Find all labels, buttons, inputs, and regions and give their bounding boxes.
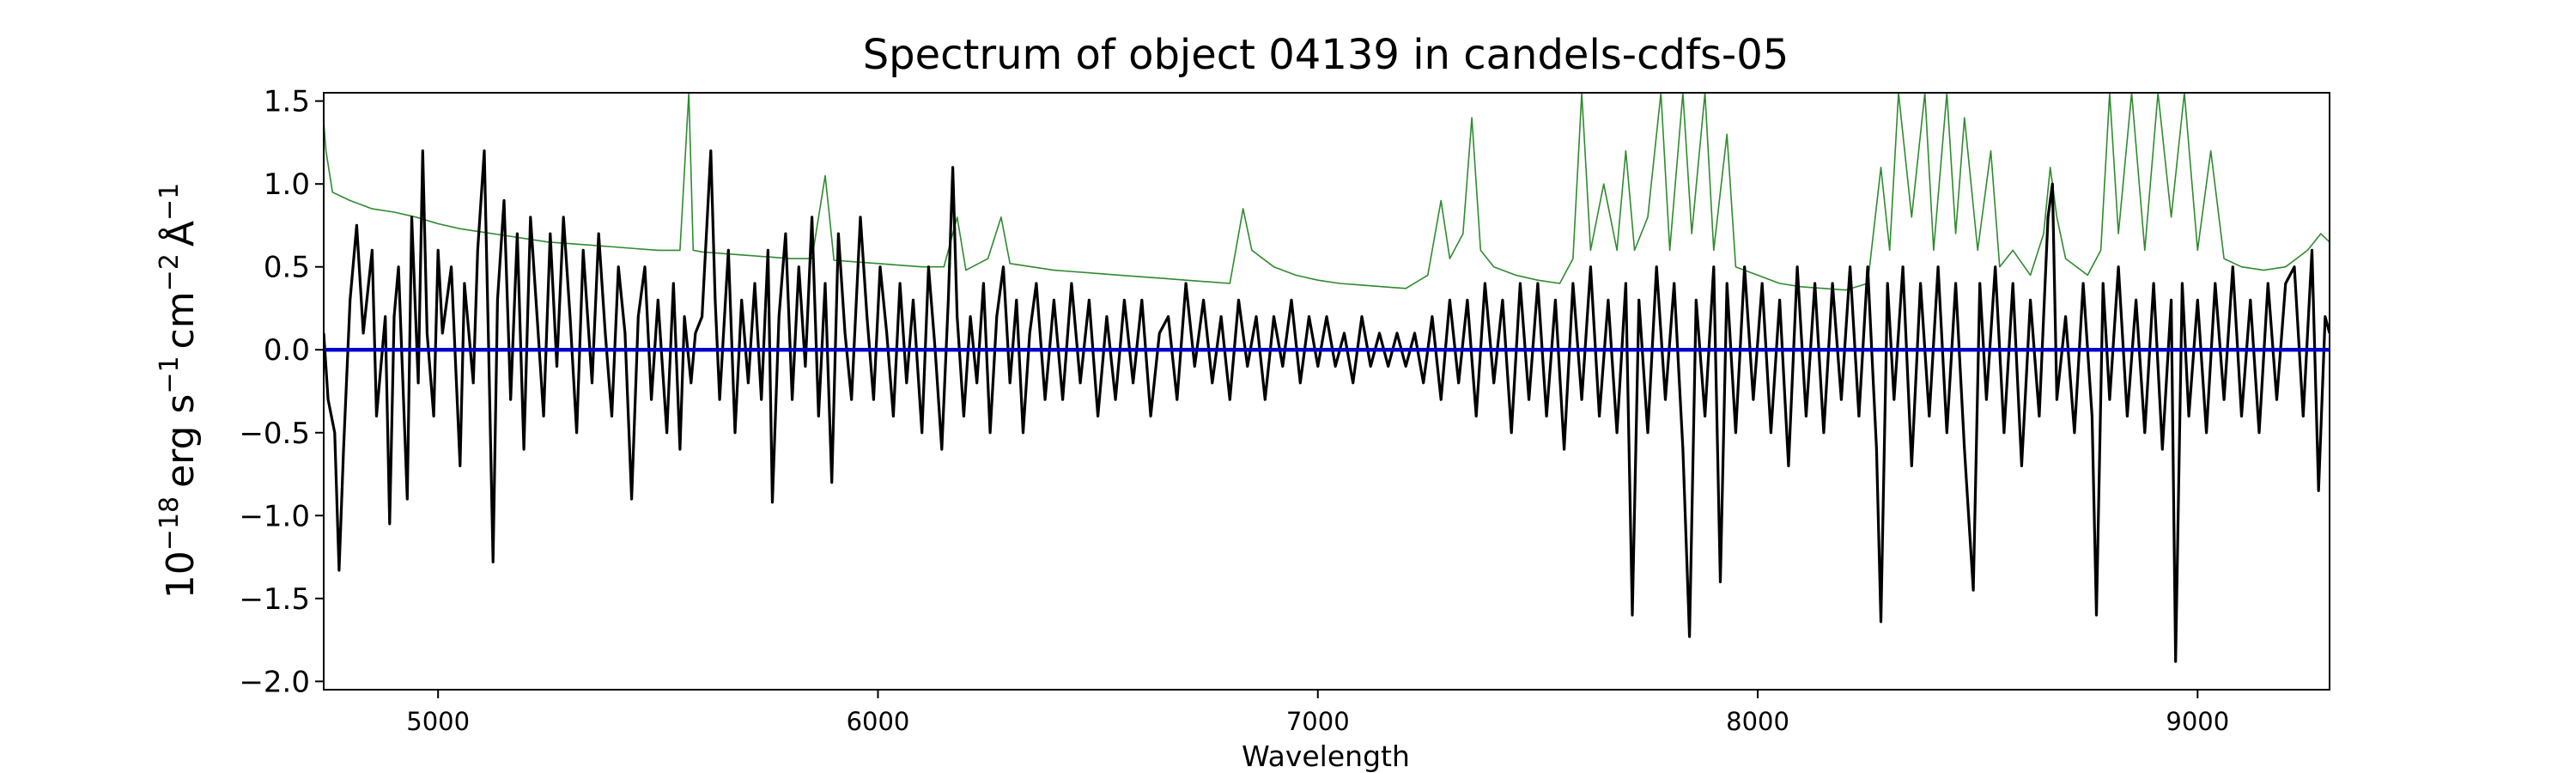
flux-spectrum-line — [324, 149, 2330, 663]
y-label-unit-cm: cm — [159, 291, 203, 349]
error-spectrum-line — [324, 93, 2330, 291]
flux-series-group — [324, 149, 2330, 663]
y-label-angstrom-exponent: −1 — [155, 183, 185, 221]
x-tick-label: 5000 — [406, 707, 470, 736]
y-axis: 1.5 1.0 0.5 0.0 −0.5 −1.0 −1.5 −2.0 — [239, 85, 324, 699]
x-axis-label: Wavelength — [1242, 740, 1410, 773]
y-tick-label: −2.0 — [239, 665, 310, 699]
chart-title: Spectrum of object 04139 in candels-cdfs… — [863, 31, 1789, 79]
y-label-unit-erg: erg s — [159, 394, 203, 488]
x-tick-label: 8000 — [1726, 707, 1789, 736]
y-label-cm-exponent: −2 — [155, 253, 185, 291]
x-axis: 5000 6000 7000 8000 9000 — [406, 690, 2229, 736]
y-label-prefix: 10 — [159, 551, 203, 599]
y-tick-label: 1.5 — [264, 85, 310, 119]
y-axis-label: 10−18erg s−1cm−2Å−1 — [155, 183, 203, 599]
x-tick-label: 9000 — [2166, 707, 2229, 736]
y-tick-label: 0.0 — [264, 333, 310, 368]
x-tick-label: 6000 — [847, 707, 910, 736]
y-label-prefix-exponent: −18 — [155, 496, 185, 551]
y-tick-label: 1.0 — [264, 167, 310, 202]
y-tick-label: −1.5 — [239, 582, 310, 617]
axes-frame — [323, 92, 2330, 691]
plot-area — [324, 93, 2330, 663]
y-label-erg-exponent: −1 — [155, 356, 185, 393]
y-tick-label: −0.5 — [239, 417, 310, 451]
y-tick-label: −1.0 — [239, 499, 310, 533]
error-series-group — [324, 93, 2330, 291]
y-tick-label: 0.5 — [264, 251, 310, 285]
x-tick-label: 7000 — [1286, 707, 1350, 736]
y-label-unit-angstrom: Å — [157, 221, 203, 247]
